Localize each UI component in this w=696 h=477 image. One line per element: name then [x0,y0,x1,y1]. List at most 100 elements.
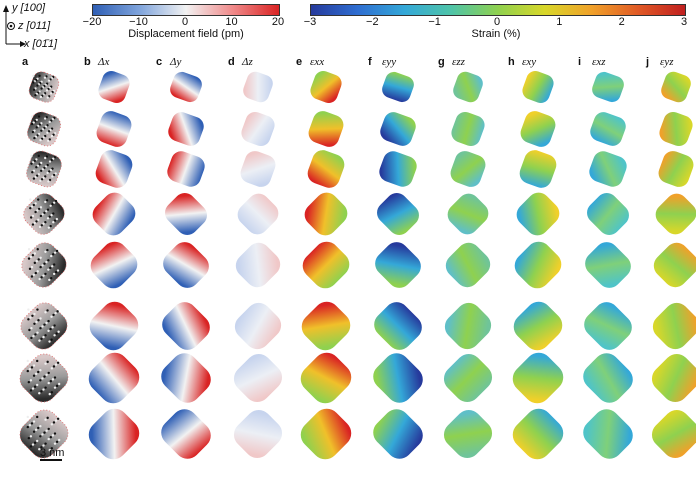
atom-dot [52,220,55,224]
atom-dot [27,308,30,311]
atom-dot [32,88,36,91]
atom-dot [56,417,60,420]
atom-dot [34,210,37,214]
atom-dot [40,87,43,90]
panel-letter-g: g [438,56,445,68]
atom-dot [29,206,32,210]
map-row7-col-c [161,353,211,403]
panel-symbol-c: Δy [170,56,182,68]
atom-dot [40,276,43,279]
map-row7-col-d [233,353,283,403]
map-row4-col-i [587,193,629,235]
panel-letter-j: j [646,56,650,68]
displacement-tick-label: 20 [271,16,285,28]
atom-dot [39,206,43,209]
map-row2-col-b [96,111,132,147]
atom-dot [32,74,35,78]
map-row2-col-j [659,111,693,147]
atom-dot [27,380,31,384]
atom-dot [30,336,33,340]
atom-dot [43,166,46,170]
atom-dot [39,179,42,182]
map-row6-col-c [162,302,210,350]
map-row7-col-a [19,353,69,403]
strain-tick-label: 2 [618,16,625,28]
atom-dot [39,327,42,330]
atom-dot [52,272,56,276]
map-row8-col-j [651,409,696,459]
atom-dot [37,115,41,118]
map-row4-col-c [165,193,207,235]
atom-dot [52,157,55,160]
map-row5-col-c [163,242,209,288]
strain-tick-label: 0 [493,16,501,28]
atom-dot [48,392,51,396]
map-row6-col-f [374,302,422,350]
atom-dot [40,390,43,393]
atom-dot [30,422,34,425]
atom-dot [36,248,39,251]
map-row2-col-c [168,112,204,146]
atom-dot [53,442,57,445]
atom-dot [43,262,46,265]
atom-dot [46,248,49,252]
atom-dot [29,389,33,392]
map-row4-col-f [377,193,419,235]
atom-dot [49,380,53,383]
displacement-tick-label: −10 [129,16,148,28]
atom-dot [32,273,36,276]
map-row6-col-i [584,302,632,350]
atom-dot [53,334,56,337]
panel-symbol-b: Δx [98,56,110,68]
atom-dot [30,265,34,269]
map-row3-col-i [589,151,627,187]
map-row7-col-b [88,352,140,404]
map-row8-col-c [161,409,211,459]
x-axis-label: x [01̄1] [24,38,58,50]
atom-dot [39,317,42,320]
map-row4-col-j [655,193,696,235]
map-row6-col-b [89,301,139,351]
atom-dot [52,313,55,317]
displacement-colorbar [92,4,280,16]
atom-dot [49,327,52,331]
map-row4-col-a [23,193,65,235]
atom-dot [45,155,49,158]
map-row3-col-b [95,150,133,188]
atom-dot [45,199,49,202]
atom-dot [43,323,46,326]
atom-dot [44,165,48,168]
atom-dot [47,139,50,142]
atom-dot [26,425,29,429]
atom-dot [51,203,54,206]
atom-dot [37,173,40,176]
atom-dot [54,271,58,274]
atom-dot [50,367,54,370]
atom-dot [38,277,41,281]
atom-dot [46,131,49,134]
atom-dot [36,331,39,334]
atom-dot [26,369,29,373]
atom-dot [38,225,42,229]
atom-dot [32,81,35,84]
map-row6-col-e [301,301,351,351]
atom-dot [51,378,55,381]
map-row7-col-f [373,353,423,403]
atom-dot [50,158,53,162]
map-row6-col-h [513,301,563,351]
atom-dot [31,214,35,218]
map-row1-col-j [661,71,691,103]
atom-dot [41,325,44,328]
displacement-tick-label: −20 [82,16,102,28]
atom-dot [51,265,54,268]
map-row6-col-j [652,302,696,350]
map-row7-col-e [300,352,352,404]
atom-dot [33,136,36,140]
map-row1-col-i [592,71,624,103]
atom-dot [37,319,40,322]
atom-dot [35,439,39,443]
strain-tick-label: −1 [428,16,441,28]
atom-dot [31,314,34,318]
atom-dot [53,432,57,435]
